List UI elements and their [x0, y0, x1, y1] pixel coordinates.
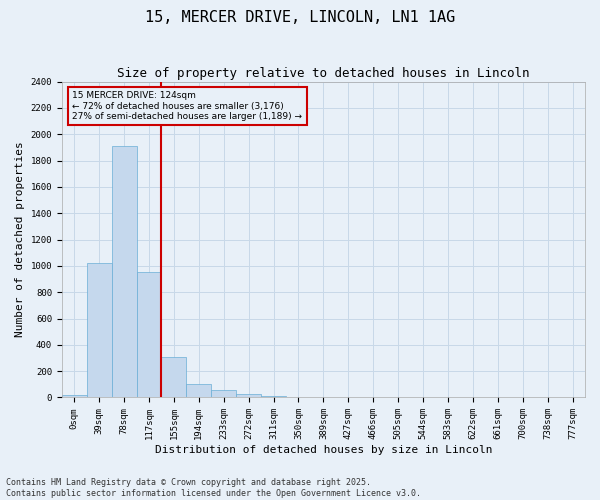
Bar [187, 384, 211, 398]
Text: 15, MERCER DRIVE, LINCOLN, LN1 1AG: 15, MERCER DRIVE, LINCOLN, LN1 1AG [145, 10, 455, 25]
X-axis label: Distribution of detached houses by size in Lincoln: Distribution of detached houses by size … [155, 445, 492, 455]
Bar [137, 272, 161, 398]
Bar [261, 396, 286, 398]
Title: Size of property relative to detached houses in Lincoln: Size of property relative to detached ho… [117, 68, 530, 80]
Bar [62, 395, 86, 398]
Bar [211, 390, 236, 398]
Bar [112, 146, 137, 398]
Bar [86, 264, 112, 398]
Text: 15 MERCER DRIVE: 124sqm
← 72% of detached houses are smaller (3,176)
27% of semi: 15 MERCER DRIVE: 124sqm ← 72% of detache… [72, 91, 302, 121]
Bar [161, 356, 187, 398]
Y-axis label: Number of detached properties: Number of detached properties [15, 142, 25, 338]
Text: Contains HM Land Registry data © Crown copyright and database right 2025.
Contai: Contains HM Land Registry data © Crown c… [6, 478, 421, 498]
Bar [236, 394, 261, 398]
